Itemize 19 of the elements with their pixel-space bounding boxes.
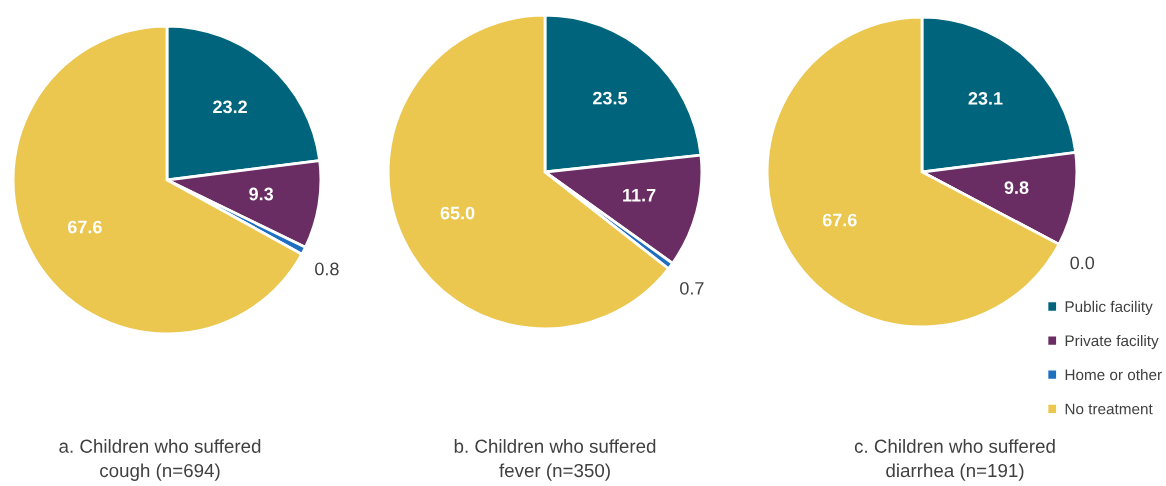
data-label: 23.2	[213, 100, 247, 114]
text: 0.0	[1070, 256, 1095, 270]
data-label: 23.5	[593, 91, 628, 105]
legend-label: Home or other	[1065, 369, 1162, 381]
data-label: 23.1	[968, 91, 1003, 105]
data-label: 65.0	[440, 206, 475, 220]
data-label: 9.8	[1004, 181, 1029, 195]
data-label: 11.7	[623, 188, 656, 202]
legend-label: No treatment	[1065, 403, 1153, 415]
legend-label: Private facility	[1065, 334, 1159, 350]
text: b. Children who suffered fever (n=350)	[454, 439, 656, 481]
text: a. Children who suffered cough (n=694)	[59, 439, 261, 481]
data-label: 0.8	[315, 262, 339, 276]
legend-label: Public facility	[1065, 300, 1153, 316]
data-label: 0.7	[680, 281, 704, 295]
data-label: 9.3	[249, 187, 274, 201]
data-label: 67.6	[67, 220, 102, 234]
data-label: 67.6	[822, 213, 857, 227]
text: c. Children who suffered diarrhea (n=191)	[854, 439, 1055, 481]
